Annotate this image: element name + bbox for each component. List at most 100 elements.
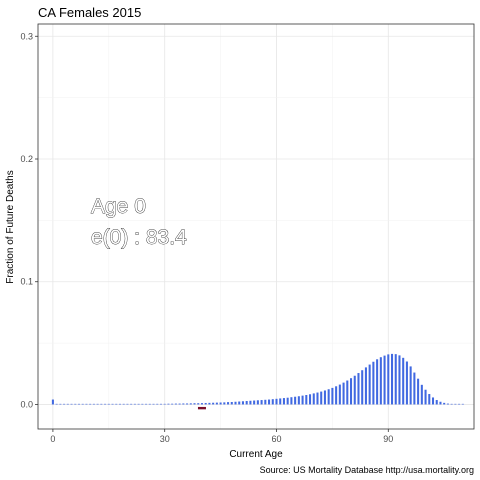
bar — [394, 354, 397, 405]
bar — [282, 398, 285, 405]
bar — [409, 366, 412, 405]
bar — [312, 393, 315, 405]
annotation-age: Age 0 — [91, 195, 146, 218]
bars — [51, 353, 464, 405]
bar — [189, 403, 192, 405]
bar — [148, 403, 151, 405]
bar — [320, 391, 323, 405]
y-axis-title: Fraction of Future Deaths — [5, 170, 16, 283]
bar — [96, 403, 99, 405]
bar — [439, 401, 442, 405]
bar — [305, 395, 308, 405]
bar — [145, 403, 148, 405]
bar — [77, 403, 81, 405]
bar — [178, 403, 181, 405]
bar — [379, 357, 382, 405]
axes: 0 30 60 90 0.0 0.1 0.2 0.3 — [20, 31, 393, 444]
source-caption: Source: US Mortality Database http://usa… — [260, 465, 474, 475]
bar — [376, 359, 379, 405]
bar — [346, 380, 349, 405]
chart-title: CA Females 2015 — [38, 5, 141, 20]
bar — [74, 403, 77, 405]
bar — [350, 378, 353, 405]
bar — [249, 400, 252, 405]
bar — [230, 402, 233, 405]
bar — [241, 401, 244, 405]
bar — [387, 354, 390, 405]
bar — [424, 389, 427, 405]
bar — [115, 403, 118, 405]
bar — [133, 403, 136, 405]
plot-frame — [37, 23, 475, 430]
grid — [38, 24, 474, 429]
bar — [316, 392, 319, 405]
bar — [331, 387, 334, 405]
age-marker-bar — [197, 406, 206, 410]
bar — [290, 397, 293, 405]
bar — [200, 403, 203, 405]
bar — [104, 403, 107, 405]
x-tick-label: 0 — [50, 434, 55, 444]
bar — [174, 403, 177, 405]
bar — [428, 394, 431, 405]
bar — [353, 375, 356, 405]
bar — [264, 399, 267, 405]
bar — [81, 403, 84, 405]
bar — [309, 394, 312, 405]
bar — [100, 403, 103, 405]
bar — [152, 403, 155, 405]
bar — [335, 386, 338, 405]
bar — [372, 361, 375, 405]
bar — [89, 403, 92, 405]
bar — [212, 402, 215, 405]
bar — [435, 400, 438, 405]
bar — [137, 403, 140, 405]
bar — [294, 396, 297, 405]
bar — [66, 403, 69, 405]
bar — [51, 399, 54, 405]
bar — [327, 389, 330, 405]
x-tick-label: 60 — [271, 434, 281, 444]
bar — [122, 403, 125, 405]
bar — [338, 384, 341, 405]
y-tick-label: 0.2 — [20, 154, 33, 164]
bar — [458, 403, 461, 405]
bar — [107, 403, 110, 405]
bar — [130, 403, 133, 405]
bar — [342, 382, 345, 405]
bar — [163, 403, 166, 405]
bar — [405, 361, 408, 405]
bar — [223, 402, 226, 405]
bar — [182, 403, 185, 405]
bar — [383, 355, 386, 405]
bar — [450, 403, 453, 405]
bar — [297, 396, 300, 405]
bar — [271, 399, 274, 405]
bar — [256, 400, 259, 405]
bar — [245, 401, 248, 405]
bar — [431, 397, 435, 405]
x-axis-title: Current Age — [229, 449, 283, 460]
bar — [368, 364, 371, 405]
bar — [156, 403, 159, 405]
bar — [92, 403, 95, 405]
bar — [253, 400, 256, 405]
bar — [413, 372, 416, 405]
bar — [234, 401, 237, 405]
bar — [70, 403, 73, 405]
y-tick-label: 0.3 — [20, 31, 33, 41]
bar — [301, 395, 304, 405]
bar — [85, 403, 88, 405]
bar — [193, 403, 196, 405]
bar — [268, 399, 271, 405]
bar — [446, 403, 449, 405]
bar — [279, 398, 282, 405]
x-tick-label: 30 — [160, 434, 170, 444]
bar — [197, 403, 200, 405]
bar — [126, 403, 129, 405]
bar — [118, 403, 122, 405]
bar — [204, 402, 207, 405]
bar — [361, 370, 364, 405]
bar — [159, 403, 162, 405]
